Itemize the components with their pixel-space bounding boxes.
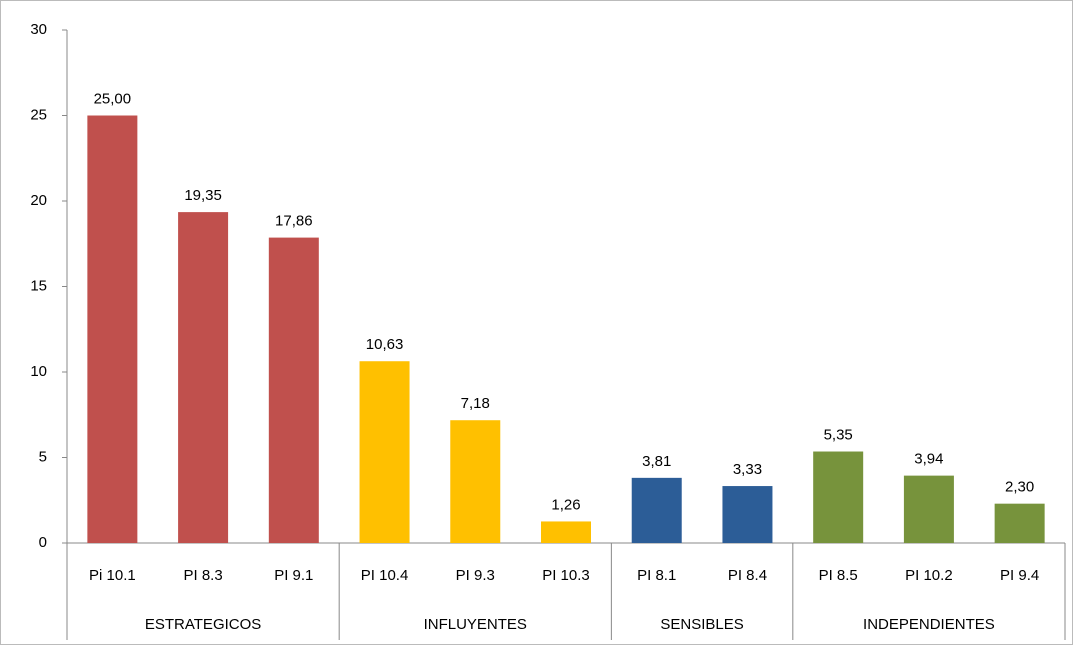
bar: [903, 475, 954, 543]
bar: [722, 486, 773, 543]
bar: [450, 420, 501, 543]
y-tick-label: 30: [30, 21, 47, 38]
y-tick-label: 5: [39, 448, 47, 465]
value-label: 3,33: [733, 461, 762, 478]
x-tick-label: PI 10.2: [905, 567, 953, 584]
x-tick-label: PI 8.5: [819, 567, 858, 584]
x-tick-label: PI 9.4: [1000, 567, 1039, 584]
bar: [87, 115, 138, 543]
bar: [359, 361, 410, 543]
x-tick-label: PI 10.4: [361, 567, 409, 584]
y-tick-label: 20: [30, 192, 47, 209]
x-tick-label: PI 8.3: [183, 567, 222, 584]
bar: [178, 212, 229, 544]
x-tick-label: Pi 10.1: [89, 567, 136, 584]
bar: [631, 477, 682, 543]
value-label: 7,18: [461, 395, 490, 412]
value-label: 3,94: [914, 451, 943, 468]
group-label: ESTRATEGICOS: [145, 616, 261, 633]
x-tick-label: PI 10.3: [542, 567, 590, 584]
x-tick-label: PI 8.1: [637, 567, 676, 584]
bar: [813, 451, 864, 543]
group-label: INDEPENDIENTES: [863, 616, 995, 633]
group-label: SENSIBLES: [660, 616, 743, 633]
value-label: 2,30: [1005, 479, 1034, 496]
value-label: 3,81: [642, 453, 671, 470]
value-label: 17,86: [275, 213, 313, 230]
y-tick-label: 15: [30, 277, 47, 294]
value-label: 25,00: [94, 90, 132, 107]
value-label: 5,35: [824, 426, 853, 443]
x-tick-label: PI 9.3: [456, 567, 495, 584]
bar: [994, 503, 1045, 543]
bar: [268, 237, 319, 543]
y-tick-label: 10: [30, 363, 47, 380]
x-tick-label: PI 9.1: [274, 567, 313, 584]
value-label: 1,26: [551, 496, 580, 513]
y-tick-label: 25: [30, 106, 47, 123]
value-label: 19,35: [184, 187, 222, 204]
y-tick-label: 0: [39, 534, 47, 551]
bar: [541, 521, 591, 543]
value-label: 10,63: [366, 336, 404, 353]
x-tick-label: PI 8.4: [728, 567, 767, 584]
group-label: INFLUYENTES: [424, 616, 527, 633]
